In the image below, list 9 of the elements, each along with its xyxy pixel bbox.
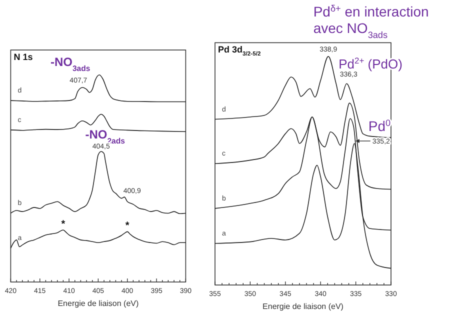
annotation: * (125, 220, 130, 232)
annotation: Pd$^{δ+}$ en interaction avec NO$_{3ads}$ (313, 3, 429, 40)
chart-title: Pd 3d$_{3/2-5/2}$ (218, 44, 262, 58)
chart-title: N 1s (14, 52, 33, 62)
annotation: -NO$_{3ads}$ (50, 54, 91, 72)
x-axis-title: Energie de liaison (eV) (58, 299, 139, 308)
x-axis-title: Energie de liaison (eV) (262, 302, 344, 311)
annotation: Pd$^{0}$ (368, 118, 391, 134)
annotation: * (61, 219, 66, 230)
